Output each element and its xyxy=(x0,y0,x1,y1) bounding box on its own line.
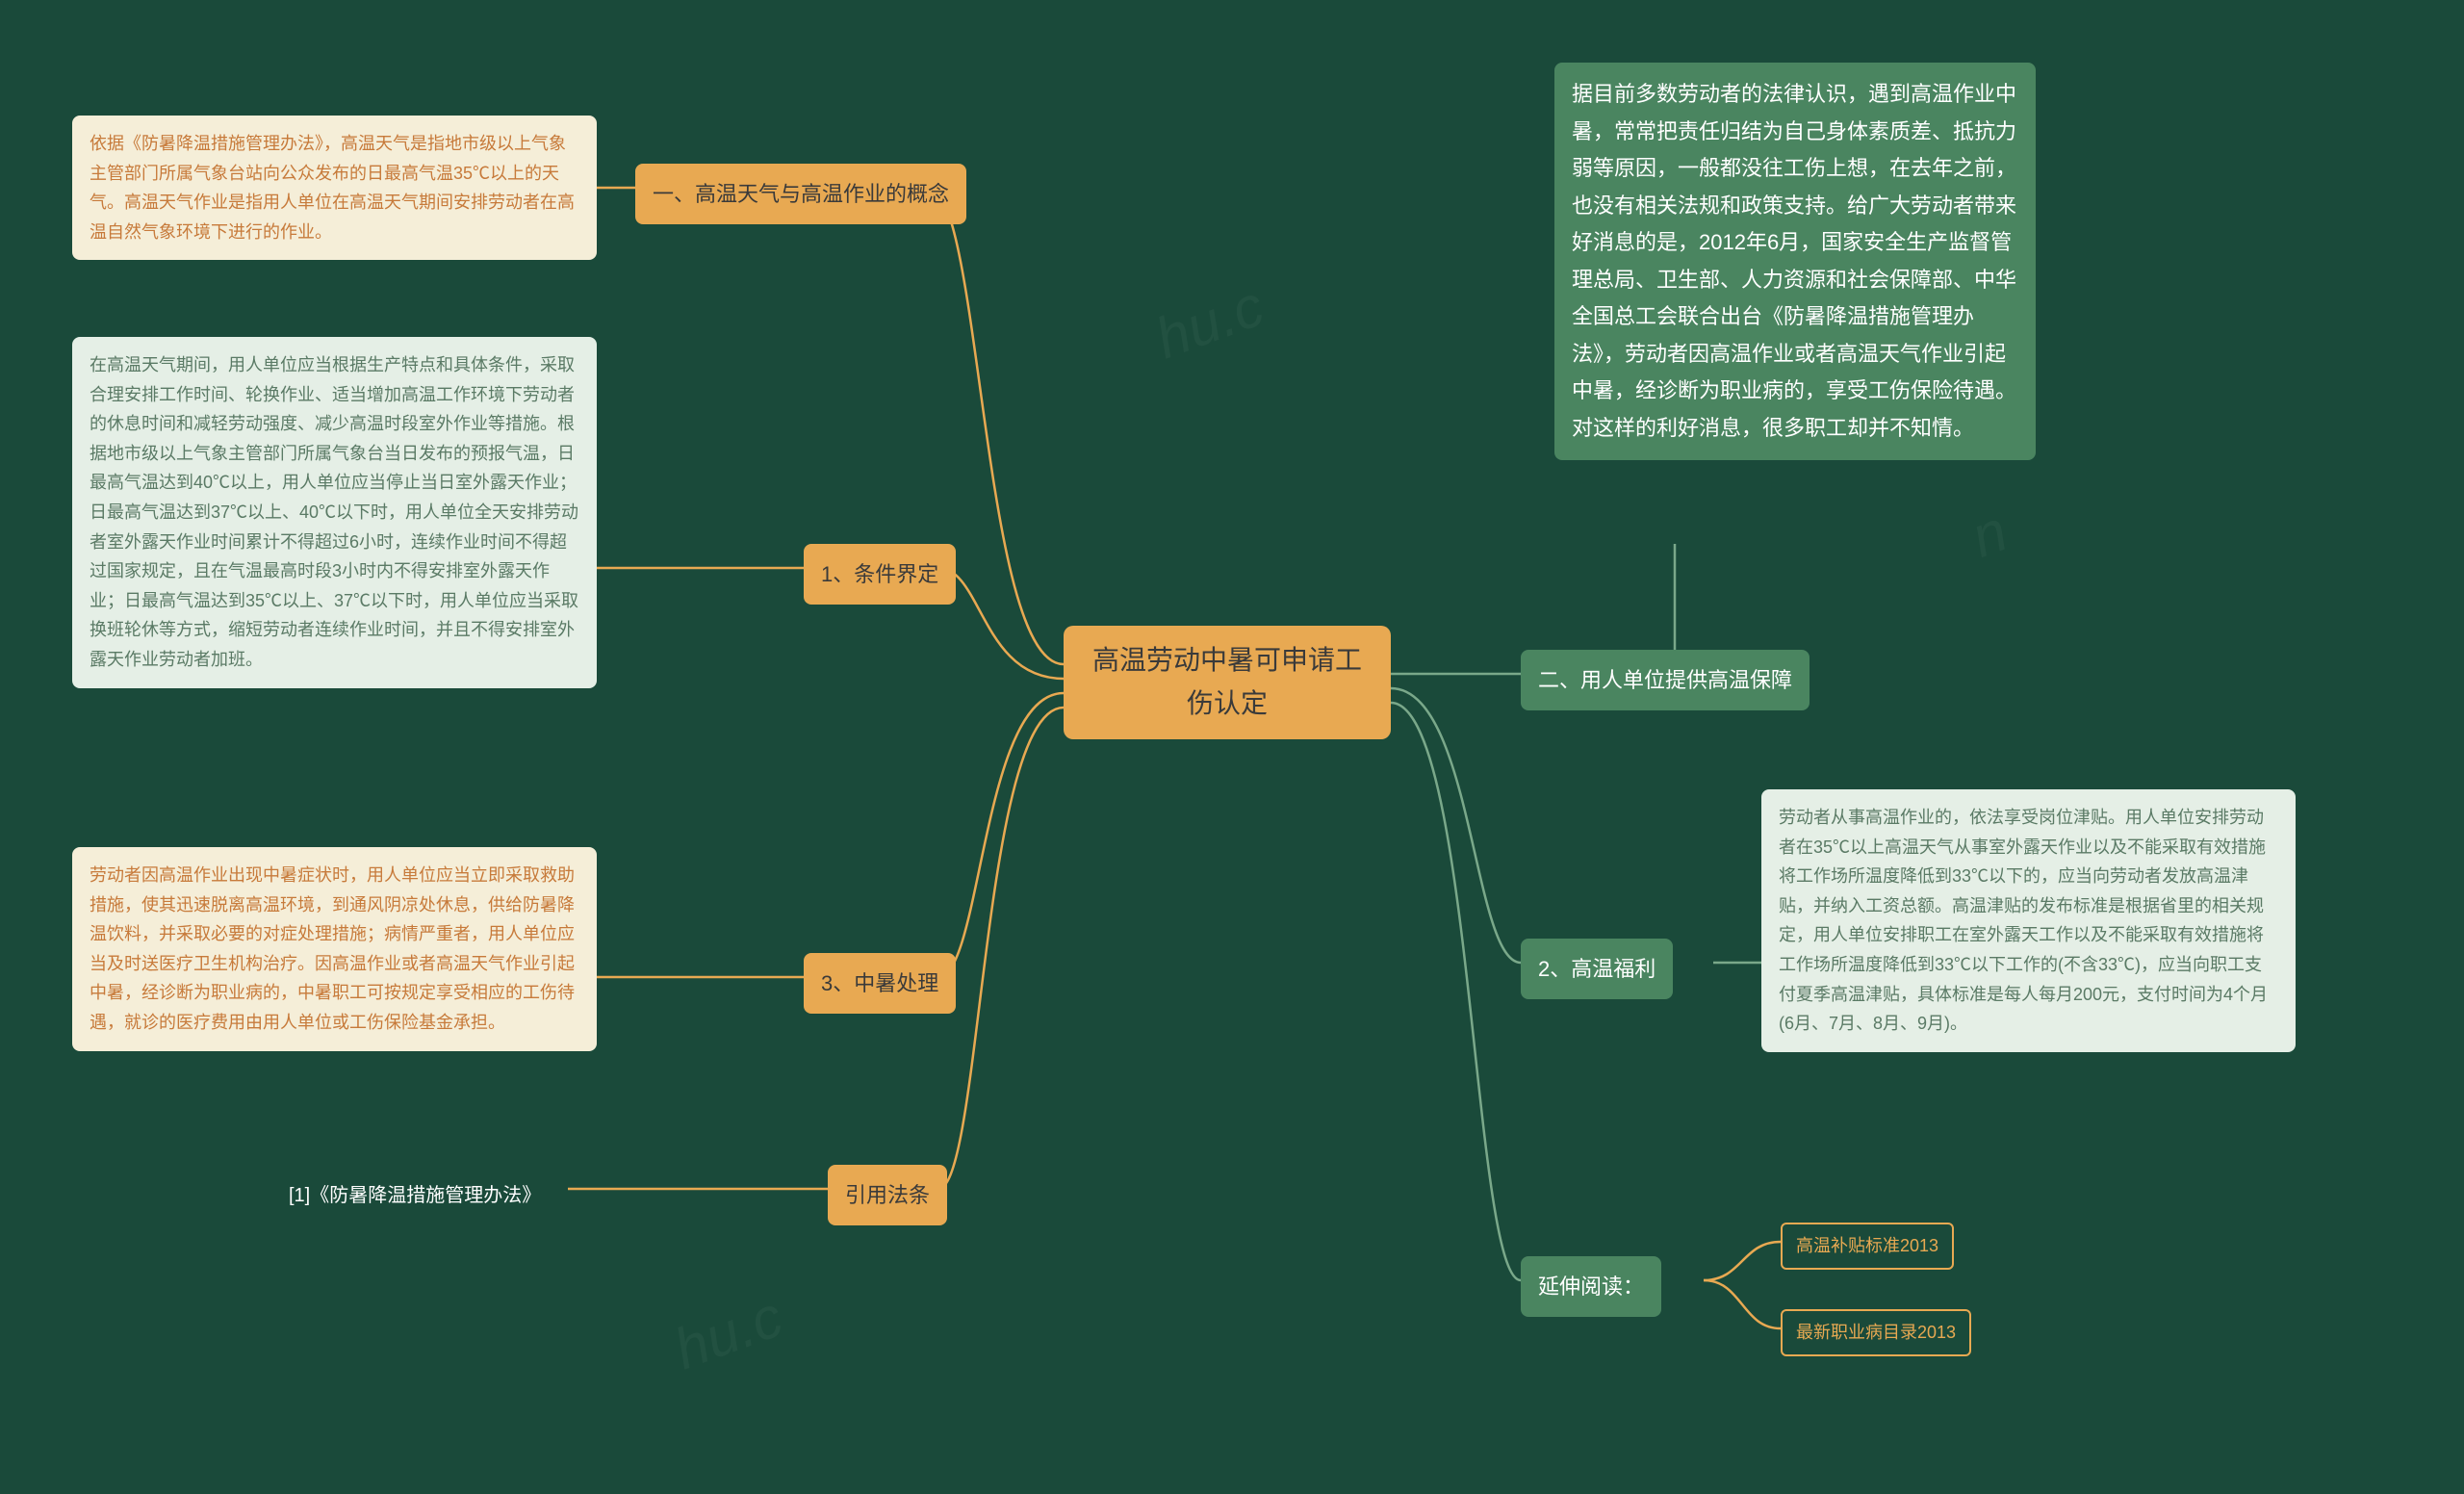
left-branch-3: 3、中暑处理 xyxy=(804,953,956,1014)
left-branch-2: 1、条件界定 xyxy=(804,544,956,605)
left-leaf-2: 在高温天气期间，用人单位应当根据生产特点和具体条件，采取合理安排工作时间、轮换作… xyxy=(72,337,597,688)
left-branch-2-label: 1、条件界定 xyxy=(821,562,938,586)
left-branch-4: 引用法条 xyxy=(828,1165,947,1225)
right-branch-1: 二、用人单位提供高温保障 xyxy=(1521,650,1810,710)
right-branch-1-label: 二、用人单位提供高温保障 xyxy=(1538,668,1792,692)
left-leaf-1-text: 依据《防暑降温措施管理办法》，高温天气是指地市级以上气象主管部门所属气象台站向公… xyxy=(90,134,575,242)
root-text: 高温劳动中暑可申请工伤认定 xyxy=(1092,645,1362,718)
right-branch-3-label: 延伸阅读： xyxy=(1538,1275,1644,1299)
right-link-1[interactable]: 高温补贴标准2013 xyxy=(1781,1223,1954,1270)
left-leaf-1: 依据《防暑降温措施管理办法》，高温天气是指地市级以上气象主管部门所属气象台站向公… xyxy=(72,116,597,260)
watermark: hu.c xyxy=(666,1283,791,1383)
left-branch-3-label: 3、中暑处理 xyxy=(821,971,938,995)
right-link-2[interactable]: 最新职业病目录2013 xyxy=(1781,1309,1971,1356)
left-citation-text: [1]《防暑降温措施管理办法》 xyxy=(289,1185,541,1206)
left-leaf-3-text: 劳动者因高温作业出现中暑症状时，用人单位应当立即采取救助措施，使其迅速脱离高温环… xyxy=(90,865,575,1032)
left-leaf-2-text: 在高温天气期间，用人单位应当根据生产特点和具体条件，采取合理安排工作时间、轮换作… xyxy=(90,355,578,669)
watermark: n xyxy=(1963,497,2015,570)
right-branch-2-label: 2、高温福利 xyxy=(1538,957,1656,981)
right-branch-3: 延伸阅读： xyxy=(1521,1256,1661,1317)
left-branch-1-label: 一、高温天气与高温作业的概念 xyxy=(653,182,949,206)
right-leaf-2: 劳动者从事高温作业的，依法享受岗位津贴。用人单位安排劳动者在35℃以上高温天气从… xyxy=(1761,789,2296,1052)
right-link-1-text: 高温补贴标准2013 xyxy=(1796,1236,1938,1255)
left-leaf-3: 劳动者因高温作业出现中暑症状时，用人单位应当立即采取救助措施，使其迅速脱离高温环… xyxy=(72,847,597,1051)
right-link-2-text: 最新职业病目录2013 xyxy=(1796,1323,1956,1342)
right-leaf-2-text: 劳动者从事高温作业的，依法享受岗位津贴。用人单位安排劳动者在35℃以上高温天气从… xyxy=(1779,808,2268,1033)
left-branch-4-label: 引用法条 xyxy=(845,1183,930,1207)
watermark: hu.c xyxy=(1147,272,1272,373)
left-branch-1: 一、高温天气与高温作业的概念 xyxy=(635,164,966,224)
left-citation: [1]《防暑降温措施管理办法》 xyxy=(279,1174,551,1217)
right-branch-2: 2、高温福利 xyxy=(1521,939,1673,999)
root-node: 高温劳动中暑可申请工伤认定 xyxy=(1064,626,1391,739)
right-intro: 据目前多数劳动者的法律认识，遇到高温作业中暑，常常把责任归结为自己身体素质差、抵… xyxy=(1554,63,2036,460)
right-intro-text: 据目前多数劳动者的法律认识，遇到高温作业中暑，常常把责任归结为自己身体素质差、抵… xyxy=(1572,82,2016,440)
